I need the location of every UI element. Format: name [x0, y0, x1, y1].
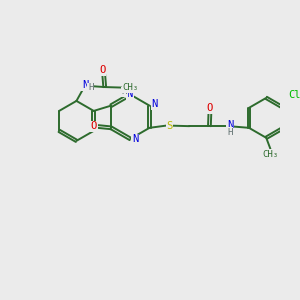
Text: H: H — [88, 83, 94, 92]
Text: N: N — [227, 120, 233, 130]
Text: O: O — [99, 65, 106, 75]
Text: Cl: Cl — [288, 90, 300, 100]
Text: N: N — [152, 99, 158, 109]
Text: H: H — [122, 87, 127, 96]
Text: O: O — [91, 122, 97, 131]
Text: O: O — [207, 103, 213, 113]
Text: N: N — [127, 89, 133, 99]
Text: N: N — [82, 80, 88, 90]
Text: CH₃: CH₃ — [122, 83, 139, 92]
Text: S: S — [167, 121, 172, 130]
Text: H: H — [227, 128, 232, 137]
Text: CH₃: CH₃ — [262, 150, 278, 159]
Text: N: N — [132, 134, 138, 145]
